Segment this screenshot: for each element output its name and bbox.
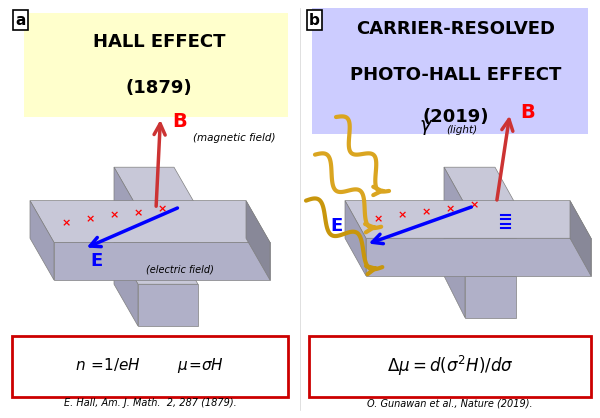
Polygon shape [30, 201, 54, 280]
Text: ×: × [133, 208, 143, 218]
Polygon shape [345, 201, 591, 238]
Text: $n\,=\!1/eH$        $\mu\!=\!\sigma H$: $n\,=\!1/eH$ $\mu\!=\!\sigma H$ [76, 356, 224, 375]
Text: E: E [330, 217, 342, 235]
Text: ×: × [109, 210, 119, 220]
Text: (2019): (2019) [423, 108, 489, 126]
Text: E: E [90, 252, 102, 270]
Text: ×: × [85, 214, 95, 224]
Text: (electric field): (electric field) [146, 265, 214, 275]
Polygon shape [444, 238, 516, 276]
Text: ×: × [157, 204, 167, 214]
Text: b: b [309, 13, 320, 28]
Text: O. Gunawan et al., Nature (2019).: O. Gunawan et al., Nature (2019). [367, 398, 533, 408]
FancyBboxPatch shape [309, 336, 591, 397]
Polygon shape [570, 201, 591, 276]
FancyBboxPatch shape [24, 13, 288, 117]
Polygon shape [54, 242, 270, 280]
Text: ×: × [469, 201, 479, 211]
Polygon shape [444, 167, 516, 205]
Text: HALL EFFECT: HALL EFFECT [93, 33, 225, 51]
FancyBboxPatch shape [312, 8, 588, 134]
Text: $\gamma$: $\gamma$ [419, 118, 433, 137]
Polygon shape [138, 209, 198, 242]
Polygon shape [30, 201, 270, 242]
Polygon shape [114, 242, 198, 284]
Polygon shape [114, 167, 138, 242]
Text: ×: × [61, 219, 71, 229]
Polygon shape [246, 201, 270, 280]
Text: ×: × [445, 204, 455, 214]
Text: a: a [15, 13, 25, 28]
Polygon shape [138, 284, 198, 326]
Text: B: B [521, 103, 535, 122]
Polygon shape [465, 205, 516, 238]
Text: PHOTO-HALL EFFECT: PHOTO-HALL EFFECT [350, 66, 562, 84]
Polygon shape [444, 167, 465, 238]
Polygon shape [366, 238, 591, 276]
Text: (light): (light) [446, 125, 478, 135]
FancyBboxPatch shape [12, 336, 288, 397]
Polygon shape [114, 242, 138, 326]
Text: ×: × [421, 207, 431, 217]
Text: (1879): (1879) [125, 79, 193, 97]
Polygon shape [444, 238, 465, 318]
Text: CARRIER-RESOLVED: CARRIER-RESOLVED [356, 20, 556, 38]
Text: B: B [173, 112, 187, 131]
Text: $\Delta\mu = d(\sigma^2 H)/d\sigma$: $\Delta\mu = d(\sigma^2 H)/d\sigma$ [386, 354, 514, 378]
Text: (magnetic field): (magnetic field) [193, 133, 275, 143]
Polygon shape [345, 201, 366, 276]
Polygon shape [114, 167, 198, 209]
Text: ×: × [373, 214, 383, 224]
Text: E. Hall, Am. J. Math.  2, 287 (1879).: E. Hall, Am. J. Math. 2, 287 (1879). [64, 398, 236, 408]
Text: ×: × [397, 211, 407, 221]
Polygon shape [465, 276, 516, 318]
